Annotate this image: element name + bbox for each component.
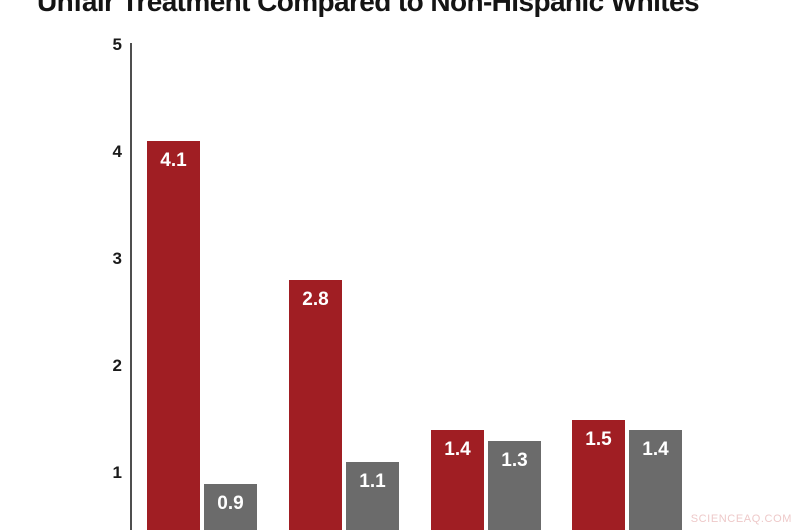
bar-value-label: 2.8 (302, 289, 329, 310)
bar-red-group-3 (431, 430, 484, 530)
bar-gray-group-4 (629, 430, 682, 530)
watermark: SCIENCEAQ.COM (690, 513, 792, 525)
y-axis-line (130, 43, 132, 530)
bar-gray-group-2 (346, 462, 399, 530)
y-tick-label: 5 (112, 35, 122, 54)
bar-value-label: 4.1 (160, 150, 187, 171)
y-tick-label: 4 (112, 142, 122, 161)
bar-red-group-4 (572, 420, 625, 530)
bar-value-label: 1.1 (359, 471, 386, 492)
bar-gray-group-1 (204, 484, 257, 530)
y-tick-label: 1 (112, 463, 122, 482)
chart-title: Unfair Treatment Compared to Non-Hispani… (37, 0, 700, 17)
bar-gray-group-3 (488, 441, 541, 530)
bar-value-label: 1.4 (444, 439, 471, 460)
bar-red-group-1 (147, 141, 200, 530)
bar-value-label: 0.9 (217, 493, 244, 514)
y-tick-label: 3 (112, 249, 122, 268)
y-tick-label: 2 (112, 356, 122, 375)
bar-value-label: 1.4 (642, 439, 669, 460)
bar-value-label: 1.3 (501, 450, 528, 471)
bar-value-label: 1.5 (585, 429, 612, 450)
bar-red-group-2 (289, 280, 342, 530)
